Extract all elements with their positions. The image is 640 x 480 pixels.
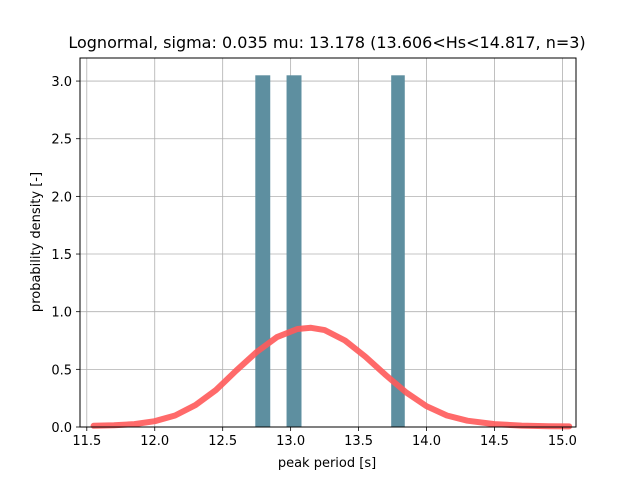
y-tick-label: 2.0 (51, 190, 72, 205)
x-tick-label: 13.0 (276, 434, 305, 449)
x-tick-label: 15.0 (548, 434, 577, 449)
grid (80, 58, 576, 428)
pdf-curve (90, 324, 573, 430)
y-ticks: 0.0 0.5 1.0 1.5 2.0 2.5 3.0 (51, 75, 80, 436)
plot-frame (79, 57, 577, 428)
x-tick-label: 13.5 (344, 434, 373, 449)
x-tick-label: 12.5 (208, 434, 237, 449)
histogram-bar (391, 75, 405, 427)
histogram-bar (286, 75, 302, 427)
y-tick-label: 2.5 (51, 133, 72, 148)
y-tick-label: 1.0 (51, 306, 72, 321)
y-tick-label: 3.0 (51, 75, 72, 90)
histogram-bars (255, 75, 405, 427)
x-ticks: 11.5 12.0 12.5 13.0 13.5 14.0 14.5 15.0 (72, 427, 577, 449)
chart-title: Lognormal, sigma: 0.035 mu: 13.178 (13.6… (68, 33, 585, 52)
histogram-bar (255, 75, 271, 427)
x-tick-label: 14.0 (412, 434, 441, 449)
y-tick-label: 0.5 (51, 363, 72, 378)
y-axis-label: probability density [-] (29, 172, 44, 312)
x-tick-label: 14.5 (480, 434, 509, 449)
x-axis-label: peak period [s] (278, 456, 376, 471)
y-tick-label: 1.5 (51, 248, 72, 263)
y-tick-label: 0.0 (51, 421, 72, 436)
lognormal-pdf-line (90, 324, 573, 430)
x-tick-label: 12.0 (140, 434, 169, 449)
x-tick-label: 11.5 (72, 434, 101, 449)
